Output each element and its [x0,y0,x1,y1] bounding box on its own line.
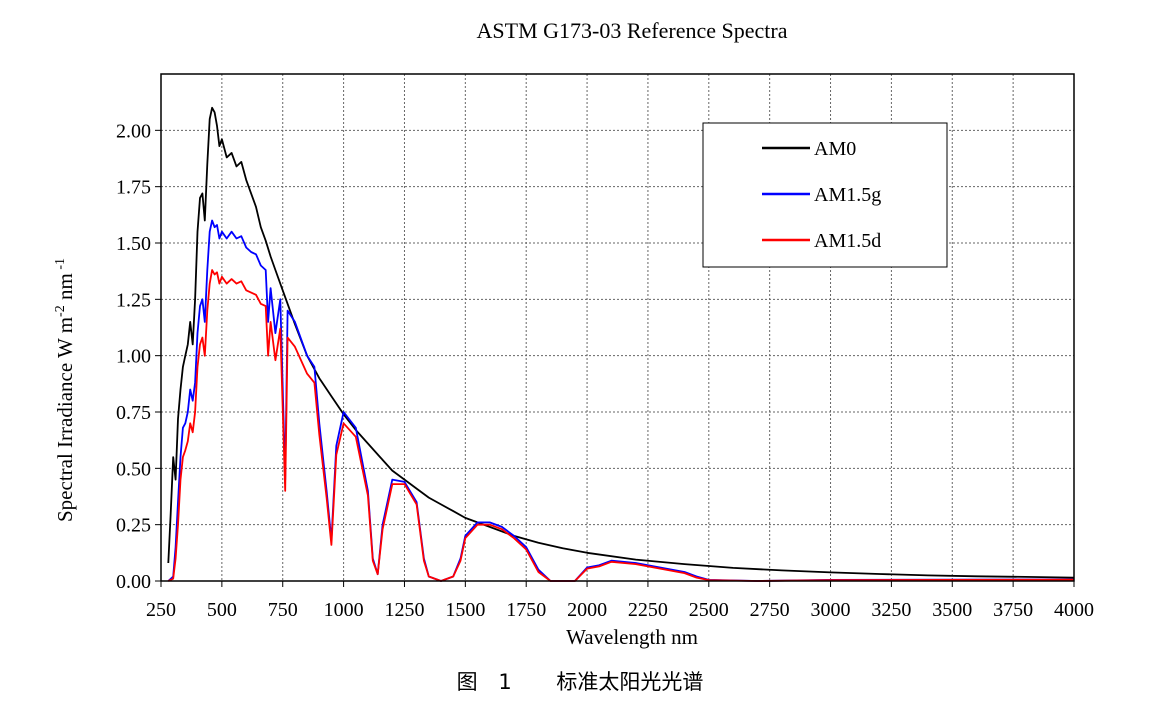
x-tick-label: 250 [146,599,176,621]
y-tick-label: 1.50 [116,233,151,255]
y-tick-label: 0.25 [116,515,151,537]
figure-caption: 图 1 标准太阳光光谱 [0,666,1160,696]
x-tick-label: 1750 [506,599,546,621]
x-tick-label: 2250 [628,599,668,621]
legend: AM0 AM1.5g AM1.5d [702,122,948,268]
y-tick-label: 0.50 [116,458,151,480]
series-line-am0 [167,106,1075,579]
legend-label-am15d: AM1.5d [814,230,881,252]
x-axis-label: Wavelength nm [566,625,698,649]
x-tick-label: 2500 [689,599,729,621]
y-axis-label-mid: nm [53,273,77,305]
y-tick-label: 0.00 [116,571,151,593]
y-axis-label: Spectral Irradiance W m-2 nm -1 [53,258,77,522]
y-axis-label-main: Spectral Irradiance W m [53,317,77,522]
y-tick-label: 2.00 [116,120,151,142]
x-tick-label: 500 [207,599,237,621]
caption-text: 标准太阳光光谱 [556,670,704,694]
x-tick-label: 2750 [750,599,790,621]
x-tick-label: 1000 [324,599,364,621]
y-axis-label-sup2: -1 [53,258,68,273]
y-axis-label-sup1: -2 [53,305,68,317]
x-tick-label: 3500 [932,599,972,621]
caption-fig-label: 图 [456,670,478,694]
series-line-am15d [167,269,1075,582]
x-tick-labels: 250 500 750 1000 1250 1500 1750 2000 2250 2500 275… [146,581,1094,621]
x-tick-label: 3750 [993,599,1033,621]
y-tick-label: 1.25 [116,289,151,311]
x-tick-label: 1250 [384,599,424,621]
spectra-chart: ASTM G173-03 Reference Spectra 250 500 750… [53,18,1094,649]
x-tick-label: 750 [268,599,298,621]
y-tick-label: 0.75 [116,402,151,424]
legend-label-am0: AM0 [814,138,856,160]
x-tick-label: 4000 [1054,599,1094,621]
legend-box [702,122,948,268]
x-tick-label: 3000 [811,599,851,621]
y-tick-label: 1.00 [116,346,151,368]
x-tick-label: 1500 [445,599,485,621]
y-tick-labels: 0.00 0.25 0.50 0.75 1.00 1.25 1.50 1.75 2.00 [116,120,161,593]
series-line-am15g [167,219,1075,582]
chart-title: ASTM G173-03 Reference Spectra [477,18,788,43]
legend-label-am15g: AM1.5g [814,184,881,206]
x-tick-label: 2000 [567,599,607,621]
x-tick-label: 3250 [871,599,911,621]
y-tick-label: 1.75 [116,177,151,199]
caption-fig-number: 1 [498,670,512,694]
plot-frame [160,73,1075,582]
